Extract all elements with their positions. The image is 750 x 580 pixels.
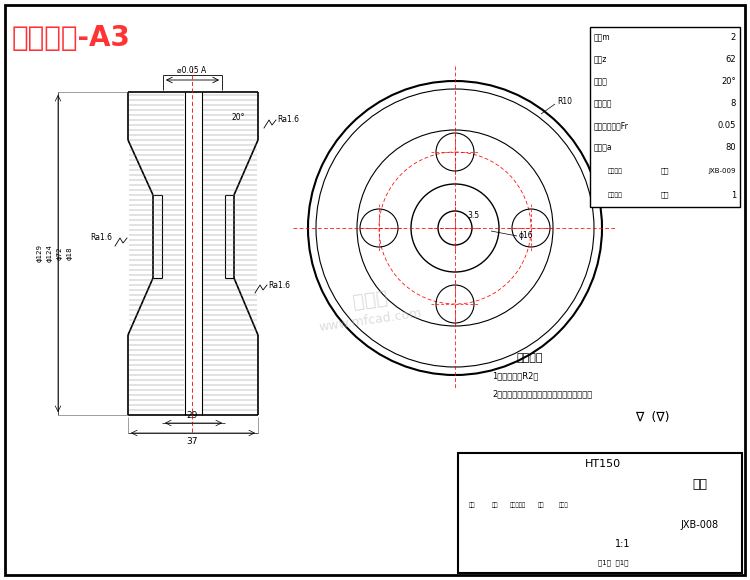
Text: Ra1.6: Ra1.6 (277, 114, 299, 124)
Text: 1、未注圆角R2。: 1、未注圆角R2。 (492, 372, 538, 380)
Text: ϕ16: ϕ16 (519, 231, 534, 241)
Text: 2、蜗缘和蜗芯装配好后再精车和切削齿缘。: 2、蜗缘和蜗芯装配好后再精车和切削齿缘。 (492, 390, 592, 398)
Text: www.mfcad.com: www.mfcad.com (318, 306, 422, 333)
Text: ⌀0.05 A: ⌀0.05 A (177, 66, 206, 74)
Text: 1: 1 (730, 190, 736, 200)
Text: ϕ129: ϕ129 (37, 244, 43, 262)
Text: 1:1: 1:1 (615, 539, 631, 549)
Text: ∇  (∇): ∇ (∇) (634, 411, 669, 425)
Text: 8: 8 (730, 100, 736, 108)
Text: JXB-008: JXB-008 (681, 520, 719, 530)
Text: 中心距a: 中心距a (594, 143, 613, 153)
Text: 80: 80 (725, 143, 736, 153)
Text: Ra1.6: Ra1.6 (90, 234, 112, 242)
Text: 标记: 标记 (469, 502, 476, 508)
Text: 签名: 签名 (538, 502, 544, 508)
Bar (458, 453, 742, 573)
Text: 0.05: 0.05 (718, 121, 736, 130)
Text: 共1页  第1页: 共1页 第1页 (598, 560, 628, 566)
Text: JXB-009: JXB-009 (709, 168, 736, 174)
Text: 年月日: 年月日 (559, 502, 568, 508)
Text: ϕ124: ϕ124 (47, 244, 53, 262)
Text: 技术要求: 技术要求 (517, 353, 543, 363)
Text: 29: 29 (186, 411, 198, 420)
Text: 齿圈径向跳动Fr: 齿圈径向跳动Fr (594, 121, 628, 130)
Text: 图号: 图号 (661, 168, 669, 175)
Text: ϕ18: ϕ18 (67, 246, 73, 260)
Text: Ra1.6: Ra1.6 (268, 281, 290, 289)
Text: 配对蜗杆: 配对蜗杆 (608, 192, 622, 198)
Text: R10: R10 (557, 97, 572, 107)
Text: 配对蜗杆: 配对蜗杆 (608, 168, 622, 174)
Bar (590, 27, 740, 207)
Text: 沐风网: 沐风网 (351, 288, 388, 312)
Text: 处数: 处数 (492, 502, 498, 508)
Text: 62: 62 (725, 56, 736, 64)
Text: 齿数z: 齿数z (594, 56, 608, 64)
Text: 2: 2 (730, 34, 736, 42)
Text: 精度等级: 精度等级 (594, 100, 613, 108)
Text: 更改文件号: 更改文件号 (510, 502, 526, 508)
Text: 压力角: 压力角 (594, 78, 608, 86)
Text: 37: 37 (186, 437, 198, 447)
Text: 蜗轮: 蜗轮 (692, 478, 707, 491)
Text: 肩部蜗轮-A3: 肩部蜗轮-A3 (12, 24, 130, 52)
Text: ϕ72: ϕ72 (57, 246, 63, 260)
Text: 20°: 20° (231, 114, 244, 122)
Text: 模数m: 模数m (594, 34, 610, 42)
Text: 头数: 头数 (661, 192, 669, 198)
Text: 3.5: 3.5 (467, 212, 479, 220)
Text: HT150: HT150 (585, 459, 621, 469)
Text: 20°: 20° (722, 78, 736, 86)
